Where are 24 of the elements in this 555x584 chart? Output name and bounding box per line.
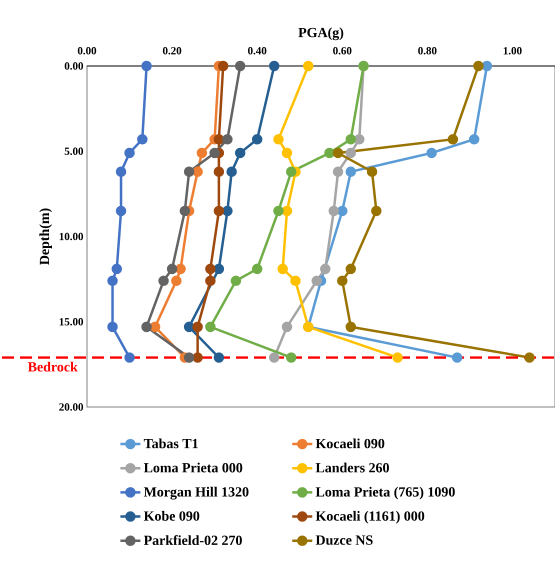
x-tick-label: 0.40	[248, 47, 266, 54]
legend-label: Loma Prieta 000	[144, 462, 242, 472]
x-tick-label: 0.20	[162, 47, 182, 54]
legend-label: Morgan Hill 1320	[144, 486, 248, 500]
legend-label: Landers 260	[316, 462, 389, 472]
ref-line-label: Bedrock	[28, 362, 78, 372]
y-tick-label: 0.00	[64, 62, 84, 70]
x-tick-label: 1.00	[504, 47, 522, 54]
x-axis-title: PGA(g)	[298, 27, 344, 40]
legend-label: Parkfield-02 270	[144, 535, 242, 546]
y-tick-label: 20.00	[59, 403, 84, 411]
y-axis-title: Depth(m)	[39, 208, 52, 265]
x-tick-label: 0.00	[78, 47, 96, 54]
legend-label: Kocaeli 090	[316, 438, 384, 448]
x-tick-label: 0.60	[333, 47, 352, 54]
legend-label: Kocaeli (1161) 000	[316, 510, 424, 524]
y-tick-label: 10.00	[60, 232, 84, 240]
x-tick-label: 0.80	[418, 47, 437, 54]
legend-label: Tabas T1	[144, 438, 198, 448]
y-tick-label: 15.00	[60, 318, 84, 326]
y-tick-label: 5.00	[64, 148, 84, 155]
legend-label: Kobe 090	[144, 510, 200, 521]
legend-label: Loma Prieta (765) 1090	[316, 486, 455, 500]
legend-label: Duzce NS	[316, 535, 373, 545]
